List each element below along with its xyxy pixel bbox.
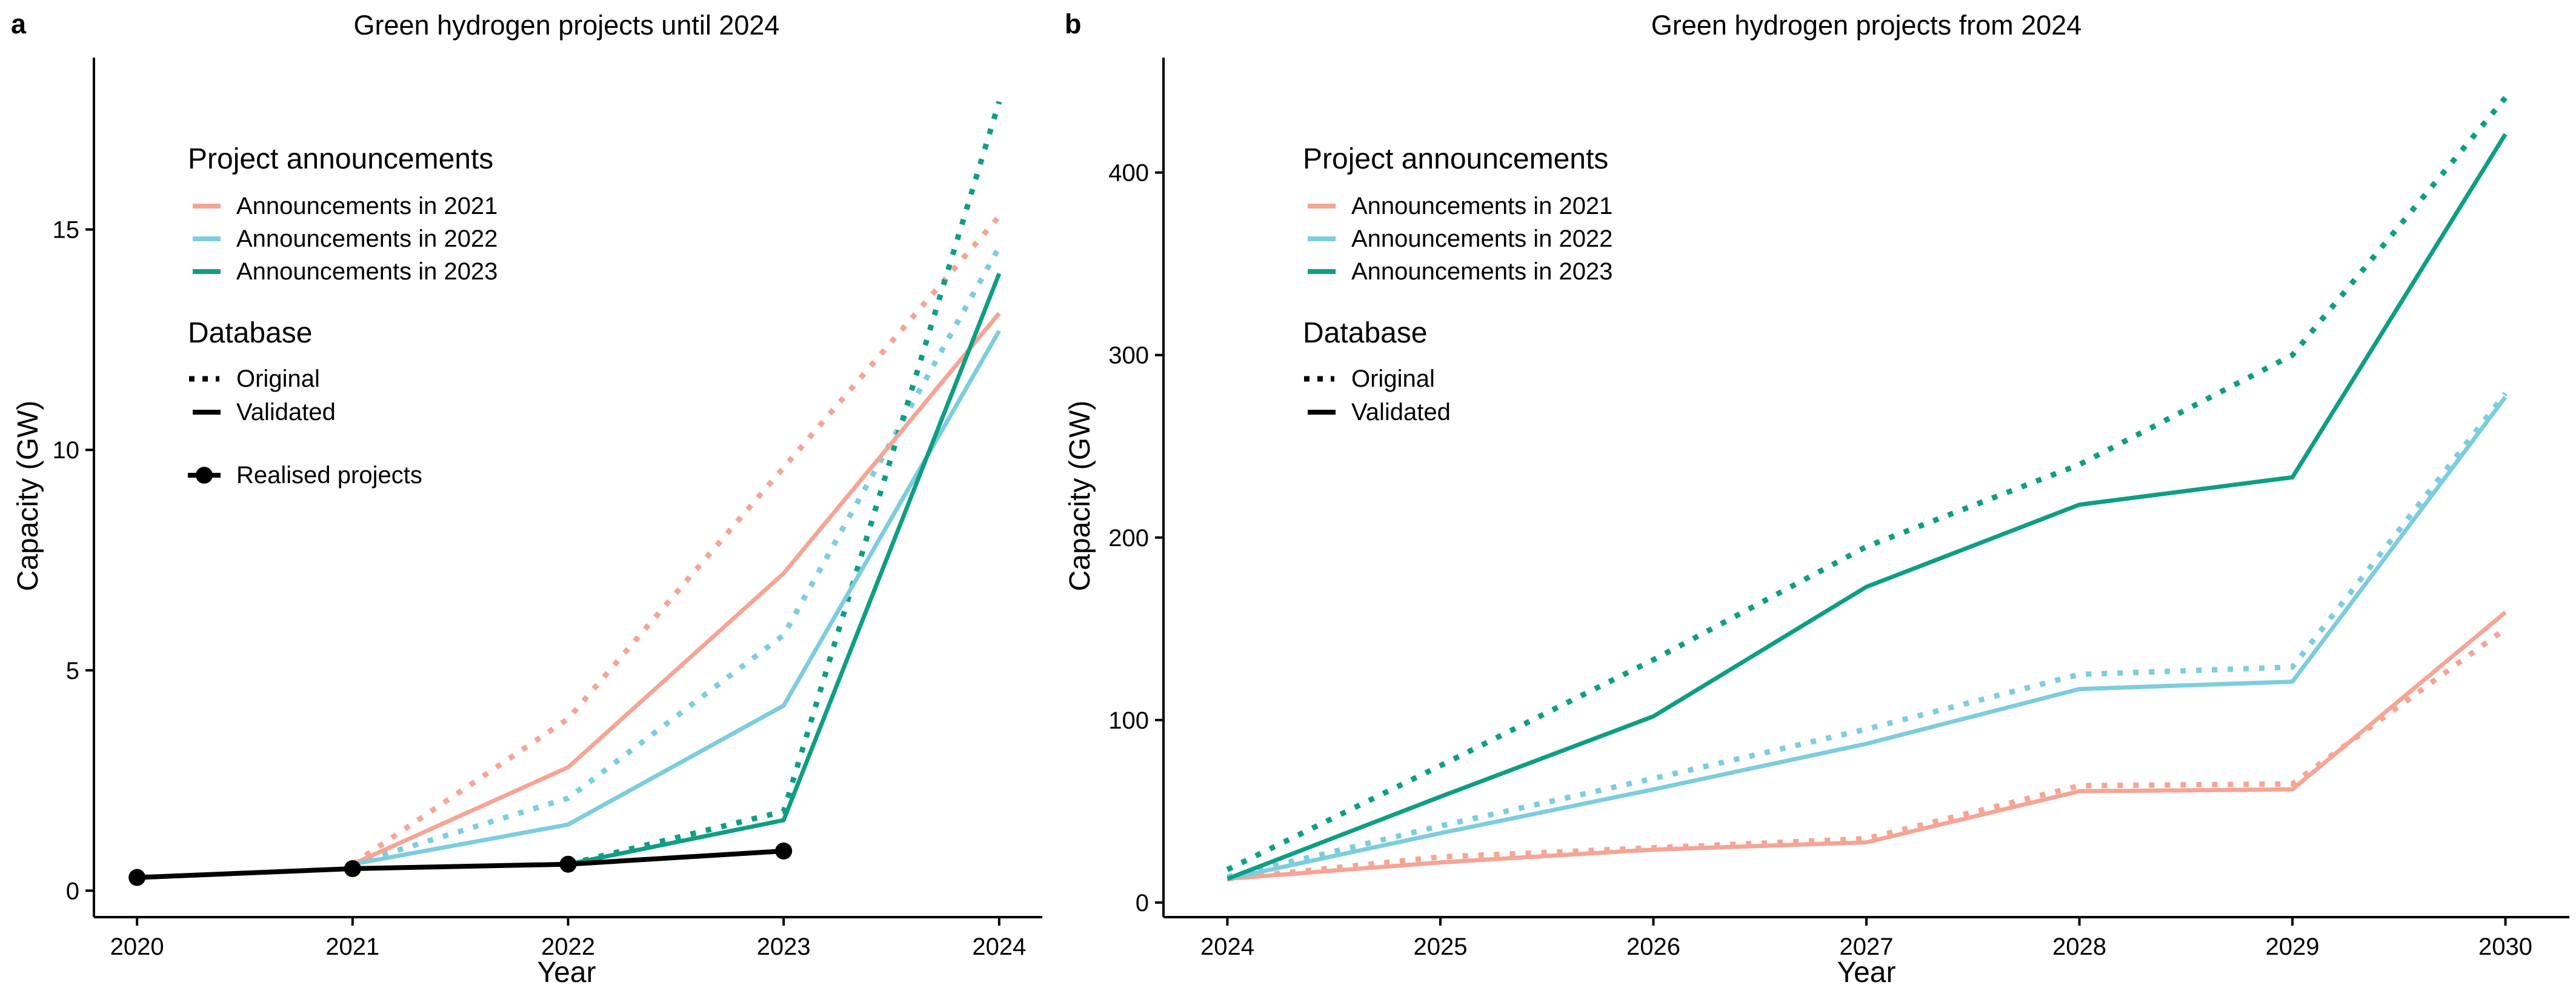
panel-b-series-2023-original xyxy=(1226,96,2508,872)
panel-b-series-2023-validated xyxy=(1226,133,2508,881)
panel-a-x-tick-label: 2022 xyxy=(541,934,595,960)
panel-a-x-tick-label: 2021 xyxy=(325,934,379,960)
legend-item-2023: Announcements in 2023 xyxy=(1351,258,1612,285)
legend-item-validated: Validated xyxy=(236,399,336,426)
legend-announcements-title: Project announcements xyxy=(1303,143,1608,175)
panel-a-realised-point xyxy=(128,869,146,886)
panel-b-x-tick-label: 2026 xyxy=(1626,934,1680,960)
panel-b-x-tick-label: 2028 xyxy=(2052,934,2106,960)
legend-item-validated: Validated xyxy=(1351,399,1451,426)
panel-b-series xyxy=(1226,96,2508,882)
panel-b-y-tick-label: 300 xyxy=(1108,342,1149,369)
panel-a-realised-point xyxy=(344,860,361,878)
panel-a-y-tick-label: 10 xyxy=(53,437,80,464)
panel-b-series-2022-validated xyxy=(1226,395,2508,881)
panel-b-x-tick-label: 2027 xyxy=(1840,934,1894,960)
panel-a-ticks: 2020 2021 2022 2023 2024 0 5 10 15 xyxy=(53,217,1027,960)
panel-a-y-tick-label: 15 xyxy=(53,217,80,244)
panel-b-x-tick-label: 2029 xyxy=(2266,934,2320,960)
panel-a-legend: Project announcements Announcements in 2… xyxy=(188,143,498,489)
panel-a-realised-point xyxy=(559,855,577,873)
legend-database-title: Database xyxy=(188,317,312,349)
panel-b-series-2021-validated xyxy=(1227,610,2507,881)
panel-a-series-2021-validated xyxy=(351,312,1001,866)
panel-b-x-tick-label: 2030 xyxy=(2478,934,2532,960)
panel-b: b Green hydrogen projects from 2024 2024… xyxy=(1064,8,2569,989)
legend-item-original: Original xyxy=(236,366,320,392)
panel-b-y-tick-label: 200 xyxy=(1108,525,1149,552)
panel-a-series-2021-original xyxy=(351,214,1002,867)
panel-b-legend: Project announcements Announcements in 2… xyxy=(1303,143,1612,426)
panel-a-realised-point xyxy=(775,842,793,860)
panel-b-x-axis-label: Year xyxy=(1837,957,1896,989)
panel-a: a Green hydrogen projects until 2024 202… xyxy=(11,8,1042,989)
panel-a-label: a xyxy=(11,8,27,39)
panel-a-title: Green hydrogen projects until 2024 xyxy=(354,10,780,41)
panel-a-series-2022-original xyxy=(351,245,1002,867)
panel-b-title: Green hydrogen projects from 2024 xyxy=(1651,10,2082,41)
legend-item-2021: Announcements in 2021 xyxy=(1351,193,1612,219)
panel-a-series xyxy=(128,101,1002,886)
legend-item-2023: Announcements in 2023 xyxy=(236,258,498,285)
legend-item-2022: Announcements in 2022 xyxy=(1351,225,1612,252)
panel-b-label: b xyxy=(1065,8,1082,39)
legend-database-title: Database xyxy=(1303,317,1427,349)
legend-item-2022: Announcements in 2022 xyxy=(236,225,498,252)
legend-item-2021: Announcements in 2021 xyxy=(236,193,498,219)
legend-item-original: Original xyxy=(1351,366,1435,392)
panel-a-x-tick-label: 2024 xyxy=(972,934,1026,960)
panel-b-y-tick-label: 400 xyxy=(1108,160,1149,187)
panel-b-y-tick-label: 0 xyxy=(1136,890,1149,917)
panel-a-series-2023-original xyxy=(567,101,1002,867)
panel-a-x-axis-label: Year xyxy=(537,957,596,989)
panel-a-y-axis-label: Capacity (GW) xyxy=(12,401,44,592)
panel-a-y-tick-label: 5 xyxy=(66,658,79,684)
panel-b-x-tick-label: 2025 xyxy=(1413,934,1467,960)
panel-a-x-tick-label: 2020 xyxy=(110,934,164,960)
panel-b-ticks: 2024 2025 2026 2027 2028 2029 2030 0 100 200 300 40… xyxy=(1108,160,2532,960)
panel-b-x-tick-label: 2024 xyxy=(1200,934,1254,960)
panel-a-series-2022-validated xyxy=(352,330,1001,867)
panel-b-series-2021-original xyxy=(1227,626,2508,882)
legend-item-realised: Realised projects xyxy=(236,462,422,489)
panel-b-series-2022-original xyxy=(1226,392,2508,880)
legend-announcements-title: Project announcements xyxy=(188,143,493,175)
legend-key-realised-marker xyxy=(196,467,213,484)
panel-a-x-tick-label: 2023 xyxy=(757,934,811,960)
panel-a-y-tick-label: 0 xyxy=(66,878,79,904)
panel-a-realised-projects-line xyxy=(136,848,784,880)
panel-b-y-axis-label: Capacity (GW) xyxy=(1064,401,1096,592)
panel-b-y-tick-label: 100 xyxy=(1108,707,1149,734)
panel-a-series-2023-validated xyxy=(567,273,1002,867)
